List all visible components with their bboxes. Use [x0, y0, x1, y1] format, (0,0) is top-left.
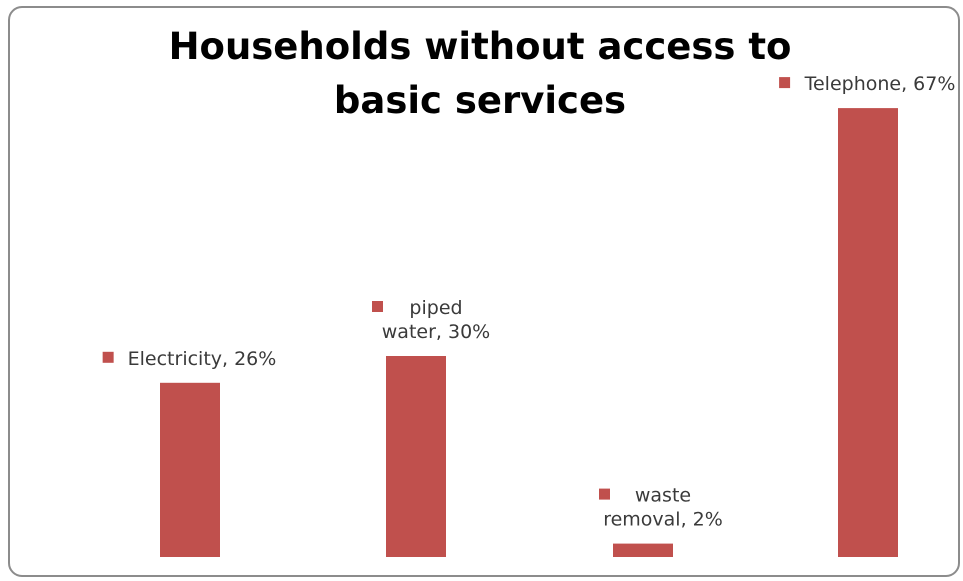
- data-label-marker: [599, 488, 610, 500]
- bar-piped-water: [386, 356, 446, 557]
- data-label-text: Electricity, 26%: [128, 348, 277, 370]
- data-label-text: piped water, 30%: [382, 297, 490, 343]
- data-label-piped-water: piped water, 30%: [372, 297, 490, 343]
- bar-waste-removal: [613, 543, 673, 557]
- data-label-marker: [102, 351, 114, 363]
- data-label-marker: [779, 77, 791, 89]
- data-label-waste-removal: waste removal, 2%: [599, 485, 723, 531]
- data-label-marker: [372, 301, 383, 312]
- bar-telephone: [838, 108, 898, 557]
- data-label-text: waste removal, 2%: [603, 485, 723, 531]
- data-label-text: Telephone, 67%: [804, 73, 956, 95]
- data-label-telephone: Telephone, 67%: [779, 73, 955, 95]
- chart-title: Households without access to basic servi…: [168, 25, 792, 122]
- bar-electricity: [160, 382, 220, 557]
- data-label-electricity: Electricity, 26%: [102, 348, 277, 370]
